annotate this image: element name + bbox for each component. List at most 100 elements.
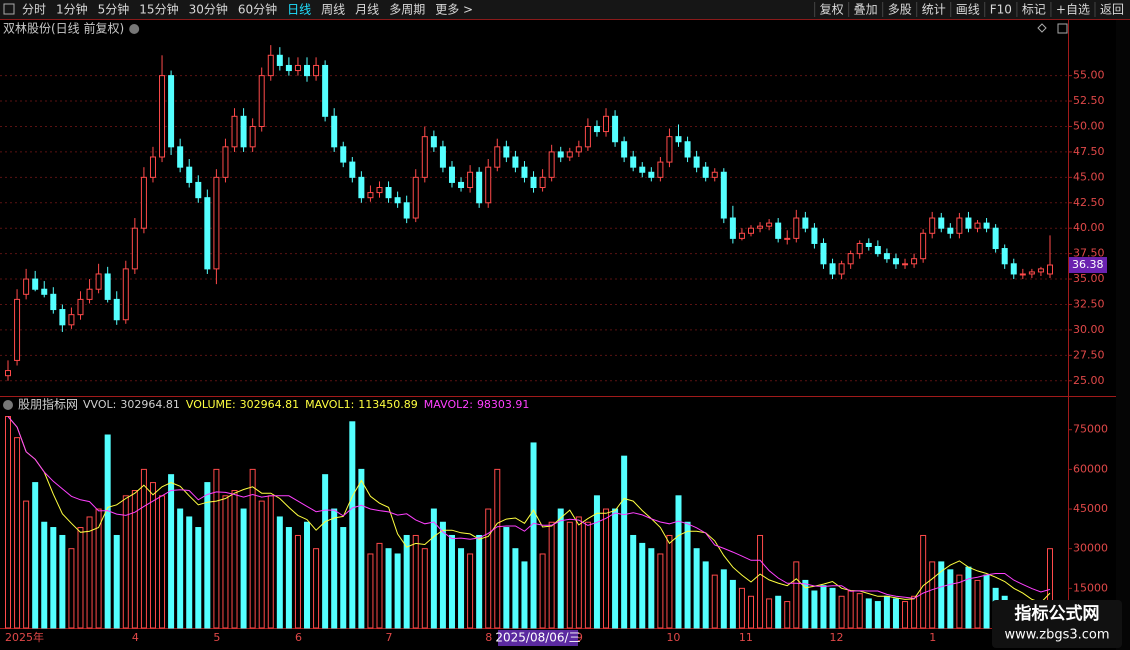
candle-body [648,171,655,178]
toolbar-tab[interactable]: 日线 [287,3,311,17]
volume-bar [512,548,519,629]
toolbar-tab[interactable]: 更多 > [435,3,473,17]
volume-bar [131,490,138,629]
y-tick-label: 40.00 [1073,221,1105,234]
candle-body [421,136,428,178]
candle-body [267,54,274,77]
toolbar-button[interactable]: +自选 [1056,3,1090,17]
title-menu-icon[interactable] [129,24,140,34]
volume-bar [177,508,184,629]
volume-bar [376,542,383,629]
volume-bar [5,416,11,629]
volume-bar [113,534,120,629]
volume-bar [729,579,736,629]
toolbar-button[interactable]: 复权 [820,3,844,17]
toolbar-tab[interactable]: 15分钟 [139,2,178,17]
volume-bar [421,548,428,629]
candle-body [911,258,918,265]
candle-body [684,141,691,158]
candle-body [59,309,66,326]
volume-bar [892,598,899,629]
volume-bar [675,495,682,629]
candle-body [313,64,320,77]
toolbar-button[interactable]: 多股 [888,3,912,17]
y-tick-label: 55.00 [1073,69,1105,82]
toolbar-tab[interactable]: 1分钟 [56,2,88,17]
volume-bar [974,579,981,629]
candle-body [41,288,48,295]
toolbar-tab[interactable]: 分时 [22,3,46,17]
candle-body [530,176,537,189]
y-tick-label: 37.50 [1073,247,1105,260]
candle-body [584,125,591,148]
volume-bar [204,482,211,629]
candle-body [340,146,347,163]
candle-body [503,146,510,158]
candle-body [793,217,800,239]
y-tick-label: 30.00 [1073,323,1105,336]
candle-body [14,298,21,361]
toolbar-button[interactable]: 叠加 [854,3,878,17]
candle-body [476,171,483,204]
volume-bar [104,434,111,629]
candle-body [766,222,773,227]
y-tick-label: 47.50 [1073,145,1105,158]
toolbar-tab[interactable]: 5分钟 [98,2,130,17]
panel-toggle[interactable] [1057,23,1068,34]
volume-bar [702,561,709,629]
candle-body [448,166,455,183]
y-tick-label: 27.50 [1073,348,1105,361]
volume-bar [766,598,773,629]
indicator-menu-icon[interactable] [3,400,13,410]
candle-body [539,176,546,189]
toolbar-icon[interactable] [3,3,15,15]
toolbar-button[interactable]: 标记 [1022,3,1046,17]
volume-bar [530,442,537,629]
volume-bar [385,548,392,629]
volume-bar [630,534,637,629]
candle-body [548,151,555,178]
candle-body [775,222,782,239]
toolbar-tab[interactable]: 多周期 [389,3,425,17]
volume-bar [476,534,483,629]
volume-bar [684,521,691,629]
readout-label: VOLUME: [186,398,236,411]
volume-bar [920,534,927,629]
volume-bar [802,579,809,629]
last-price-box [1069,257,1107,274]
y-tick-label: 42.50 [1073,196,1105,209]
volume-bar [965,566,972,629]
toolbar-button[interactable]: F10 [990,3,1012,17]
volume-bar [14,437,21,629]
candle-body [385,187,392,199]
volume-bar [612,508,619,629]
volume-bar [947,569,954,629]
candle-body [784,237,791,240]
volume-bar [231,490,238,629]
volume-bar [240,508,247,629]
volume-bar [285,527,292,629]
candle-body [947,227,954,234]
candle-body [458,181,465,189]
volume-y-tick-label: 45000 [1073,502,1108,515]
toolbar-tab[interactable]: 周线 [321,3,345,17]
toolbar-tab[interactable]: 30分钟 [189,2,228,17]
candle-body [113,298,120,321]
toolbar-button[interactable]: 统计 [922,3,946,17]
volume-bar [720,569,727,629]
volume-bar [838,595,845,629]
volume-bar [41,521,48,629]
candle-body [494,146,501,168]
toolbar-button[interactable]: 画线 [956,3,980,17]
volume-bar [557,508,564,629]
candle-body [639,166,646,173]
watermark-box [992,600,1122,648]
toolbar-tab[interactable]: 月线 [355,3,379,17]
panel-diamond[interactable] [1037,23,1047,33]
volume-bar [784,601,791,629]
toolbar-button[interactable]: 返回 [1100,3,1124,17]
toolbar-tab[interactable]: 60分钟 [238,2,277,17]
candle-body [557,151,564,158]
candle-body [729,217,736,239]
candle-body [929,217,936,234]
